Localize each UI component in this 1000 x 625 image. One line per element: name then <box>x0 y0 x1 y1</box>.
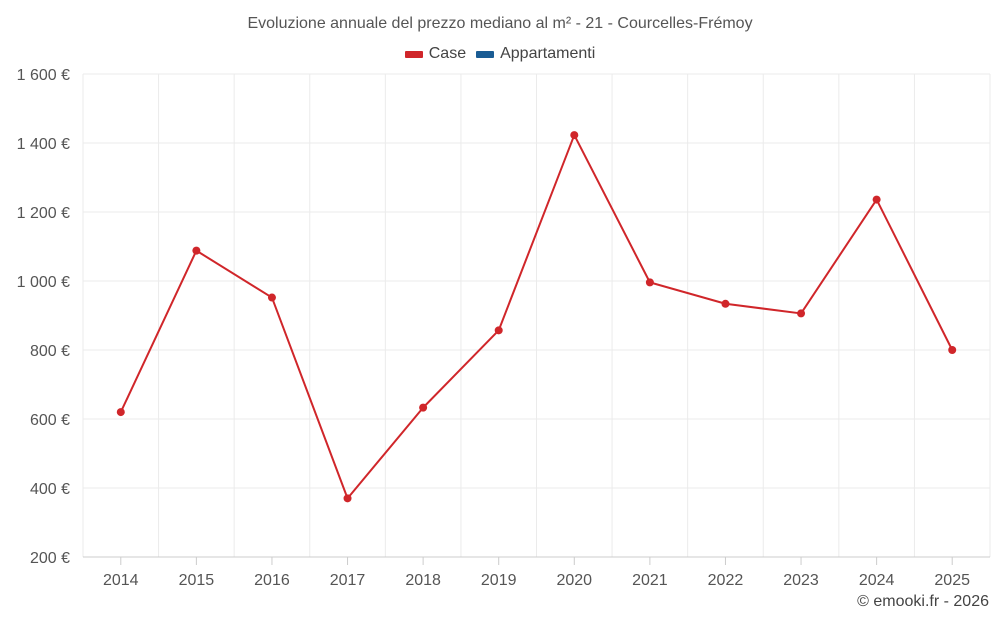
y-tick-label: 1 400 € <box>17 136 70 153</box>
data-point-case-2019 <box>494 326 503 335</box>
y-tick-label: 800 € <box>30 343 70 360</box>
x-tick-label: 2022 <box>708 572 744 589</box>
x-tick-label: 2025 <box>934 572 970 589</box>
x-tick-label: 2014 <box>103 572 139 589</box>
x-tick-label: 2015 <box>179 572 215 589</box>
x-tick-label: 2021 <box>632 572 668 589</box>
legend-label-appartamenti: Appartamenti <box>500 45 596 62</box>
legend-label-case: Case <box>428 45 467 62</box>
y-tick-label: 1 200 € <box>17 205 70 222</box>
x-tick-label: 2023 <box>783 572 819 589</box>
x-tick-label: 2018 <box>405 572 441 589</box>
x-tick-label: 2024 <box>859 572 895 589</box>
credit-text: © emooki.fr - 2026 <box>857 593 989 610</box>
legend-swatch-case <box>404 50 423 58</box>
x-tick-label: 2016 <box>254 572 290 589</box>
x-tick-label: 2020 <box>556 572 592 589</box>
data-point-case-2023 <box>797 309 806 318</box>
data-point-case-2017 <box>343 494 352 503</box>
data-point-case-2025 <box>948 346 957 354</box>
y-tick-label: 1 600 € <box>17 67 70 84</box>
data-point-case-2018 <box>419 403 428 412</box>
chart-legend: Case Appartamenti <box>0 45 1000 63</box>
y-tick-label: 600 € <box>30 412 70 429</box>
data-point-case-2015 <box>192 246 201 255</box>
data-point-case-2014 <box>116 408 125 417</box>
x-tick-label: 2017 <box>330 572 366 589</box>
y-tick-label: 1 000 € <box>17 274 70 291</box>
series-line-case <box>119 134 954 500</box>
legend-item-case[interactable]: Case <box>404 45 467 63</box>
x-tick-label: 2019 <box>481 572 517 589</box>
y-tick-label: 400 € <box>30 481 70 498</box>
y-tick-label: 200 € <box>30 550 70 567</box>
chart-title: Evoluzione annuale del prezzo mediano al… <box>247 15 753 32</box>
data-point-case-2016 <box>267 293 276 302</box>
data-point-case-2022 <box>721 299 730 308</box>
legend-swatch-appartamenti <box>476 50 495 58</box>
legend-item-appartamenti[interactable]: Appartamenti <box>476 45 595 63</box>
data-point-case-2020 <box>570 131 579 140</box>
data-point-case-2021 <box>645 278 654 287</box>
data-point-case-2024 <box>872 195 881 204</box>
